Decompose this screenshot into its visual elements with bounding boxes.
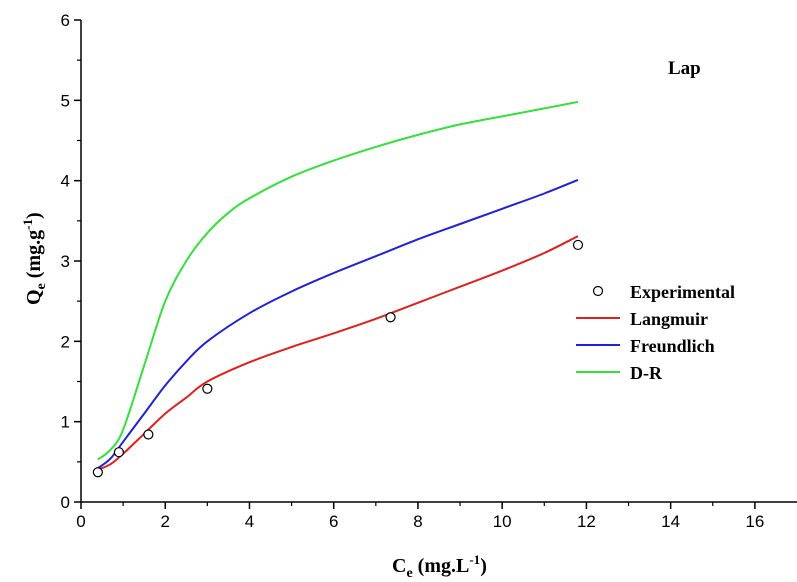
annotation-label: Lap [668, 58, 701, 79]
x-axis-label-sup: -1 [469, 552, 480, 567]
legend-label-d-r: D-R [630, 363, 663, 383]
y-tick-label: 4 [61, 172, 70, 191]
y-tick-label: 0 [61, 493, 70, 512]
y-axis-label: Qe (mg.g-1) [20, 212, 49, 305]
x-tick-label: 8 [413, 512, 422, 531]
x-tick-label: 2 [161, 512, 170, 531]
x-axis-label-close: ) [480, 555, 487, 577]
x-tick-label: 14 [661, 512, 680, 531]
y-axis-label-main: Q [23, 289, 45, 305]
y-axis-label-close: ) [23, 212, 45, 219]
x-tick-label: 4 [245, 512, 254, 531]
y-axis-label-sub: e [34, 283, 49, 289]
data-point-experimental [572, 239, 584, 251]
series-layer [92, 100, 584, 478]
x-axis-label-sub: e [406, 566, 412, 581]
y-axis-label-unit: (mg.g [23, 230, 45, 283]
legend-label-freundlich: Freundlich [630, 336, 715, 356]
legend-label-langmuir: Langmuir [630, 309, 708, 329]
x-axis-label-unit: (mg.L [413, 555, 470, 577]
y-tick-label: 6 [61, 11, 70, 30]
x-tick-label: 10 [493, 512, 512, 531]
series-line-langmuir [97, 235, 579, 471]
x-tick-label: 6 [329, 512, 338, 531]
data-point-experimental [92, 467, 103, 478]
x-axis-label: Ce (mg.L-1) [392, 552, 487, 581]
data-point-experimental [113, 447, 125, 458]
legend-marker-experimental [592, 285, 604, 297]
data-point-experimental [385, 312, 396, 323]
data-point-experimental [143, 429, 154, 440]
legend: Experimental Langmuir Freundlich D-R [576, 282, 735, 383]
x-tick-label: 12 [577, 512, 596, 531]
series-line-freundlich [97, 178, 579, 470]
series-line-d-r [97, 100, 579, 461]
y-tick-label: 3 [61, 252, 70, 271]
x-tick-label: 0 [76, 512, 85, 531]
x-axis-label-main: C [392, 555, 406, 577]
y-tick-label: 2 [61, 332, 70, 351]
y-axis-label-sup: -1 [20, 219, 35, 230]
data-point-experimental [202, 383, 213, 394]
x-tick-label: 16 [745, 512, 764, 531]
y-tick-label: 1 [61, 413, 70, 432]
y-tick-label: 5 [61, 91, 70, 110]
legend-label-experimental: Experimental [630, 282, 735, 302]
